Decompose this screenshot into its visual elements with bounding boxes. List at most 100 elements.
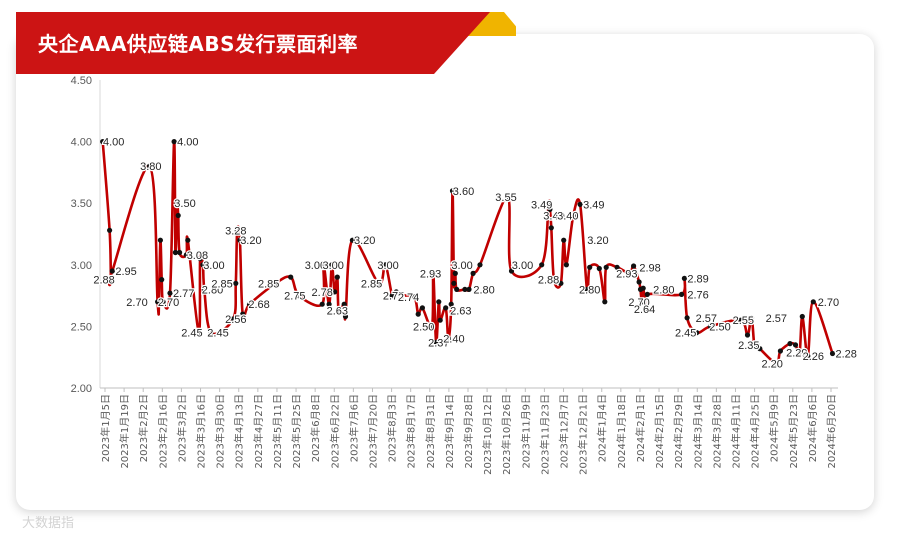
x-tick-label: 2024年5月9日 (768, 394, 781, 462)
data-point-marker (200, 262, 206, 268)
data-point-marker (196, 330, 202, 336)
data-point-marker (614, 264, 620, 270)
data-point-marker (415, 311, 421, 317)
data-point-marker (563, 262, 570, 268)
series-layer (100, 139, 836, 366)
data-point-marker (172, 249, 178, 256)
data-point-marker (326, 301, 332, 307)
x-tick-label: 2024年3月14日 (691, 394, 704, 469)
data-point-marker (643, 306, 649, 312)
data-point-marker (805, 353, 811, 359)
data-point-marker (107, 227, 113, 233)
data-label: 2.77 (173, 288, 194, 300)
data-point-marker (448, 301, 454, 307)
data-label: 2.85 (258, 278, 279, 290)
x-tick-label: 2024年4月25日 (749, 394, 762, 469)
data-label: 4.00 (103, 137, 124, 149)
data-label: 2.85 (361, 278, 382, 290)
data-point-marker (237, 237, 243, 243)
data-label: 3.00 (322, 260, 343, 272)
data-point-marker (694, 330, 700, 336)
data-label: 3.55 (495, 192, 516, 204)
x-tick-label: 2023年12月7日 (558, 394, 571, 469)
data-point-marker (319, 301, 325, 307)
data-point-marker (787, 341, 793, 347)
x-tick-label: 2024年3月28日 (710, 394, 723, 469)
y-tick-label: 3.50 (71, 198, 92, 210)
data-label: 2.70 (158, 297, 179, 309)
data-point-marker (777, 348, 784, 354)
data-point-marker (470, 270, 476, 276)
x-tick-label: 2023年1月5日 (99, 394, 112, 462)
data-label: 2.57 (696, 313, 717, 325)
data-point-marker (603, 264, 609, 270)
data-point-marker (336, 307, 342, 313)
data-label: 2.55 (733, 315, 754, 327)
data-point-marker (707, 323, 714, 329)
data-point-marker (230, 316, 236, 322)
data-point-marker (273, 280, 279, 286)
data-label: 3.20 (354, 235, 375, 247)
data-point-marker (477, 262, 483, 268)
data-label: 2.78 (311, 287, 332, 299)
data-point-marker (551, 277, 557, 283)
data-point-marker (829, 350, 836, 357)
x-tick-label: 2023年5月11日 (271, 394, 284, 469)
data-point-marker (197, 256, 203, 262)
data-point-marker (329, 262, 335, 268)
data-label: 3.00 (203, 260, 224, 272)
data-label: 2.45 (675, 328, 696, 340)
data-point-marker (631, 263, 637, 269)
data-point-marker (561, 237, 567, 243)
data-label: 3.08 (187, 250, 208, 262)
data-point-marker (445, 336, 451, 342)
data-point-marker (177, 249, 183, 256)
data-label: 2.68 (248, 299, 269, 311)
data-label: 3.20 (240, 235, 261, 247)
x-tick-label: 2023年10月12日 (481, 394, 494, 475)
data-point-marker (332, 289, 338, 295)
data-point-marker (577, 201, 583, 207)
x-tick-label: 2023年7月6日 (347, 394, 360, 462)
data-label: 2.28 (835, 349, 856, 361)
data-point-marker (321, 262, 327, 268)
data-point-marker (419, 305, 425, 311)
data-point-marker (587, 264, 593, 270)
y-axis: 2.00 2.50 3.00 3.50 4.00 4.50 (71, 75, 101, 395)
data-point-marker (548, 225, 554, 231)
data-point-marker (596, 265, 602, 272)
data-point-marker (738, 317, 744, 323)
data-label: 2.89 (687, 273, 708, 285)
data-point-marker (157, 237, 163, 243)
data-label: 3.40 (557, 211, 578, 223)
banner-red-shape (16, 12, 490, 74)
data-label: 3.80 (140, 161, 161, 173)
data-point-marker (108, 277, 114, 283)
data-point-marker (681, 275, 688, 281)
data-label: 3.50 (174, 198, 195, 210)
data-point-marker (773, 360, 779, 366)
data-point-marker (185, 237, 191, 243)
x-tick-label: 2024年1月4日 (596, 394, 609, 462)
x-tick-label: 2024年5月23日 (787, 394, 800, 469)
x-tick-label: 2023年7月20日 (366, 394, 379, 469)
data-label: 2.80 (202, 284, 223, 296)
data-point-marker (240, 311, 246, 317)
x-tick-label: 2023年8月17日 (405, 394, 418, 469)
data-point-marker (684, 315, 690, 321)
y-tick-label: 2.50 (71, 321, 92, 333)
data-label: 2.98 (639, 262, 660, 274)
watermark-text: 大数据指 (22, 516, 75, 531)
data-point-marker (504, 194, 510, 200)
x-tick-label: 2024年4月11日 (729, 394, 742, 469)
data-point-marker (389, 293, 395, 299)
data-point-marker (547, 206, 553, 212)
data-label: 2.75 (284, 291, 305, 303)
data-label: 2.35 (738, 340, 759, 352)
data-point-marker (160, 299, 166, 305)
data-point-marker (167, 290, 173, 296)
data-point-marker (430, 270, 436, 276)
data-label: 2.37 (428, 337, 449, 349)
data-point-marker (744, 332, 751, 338)
